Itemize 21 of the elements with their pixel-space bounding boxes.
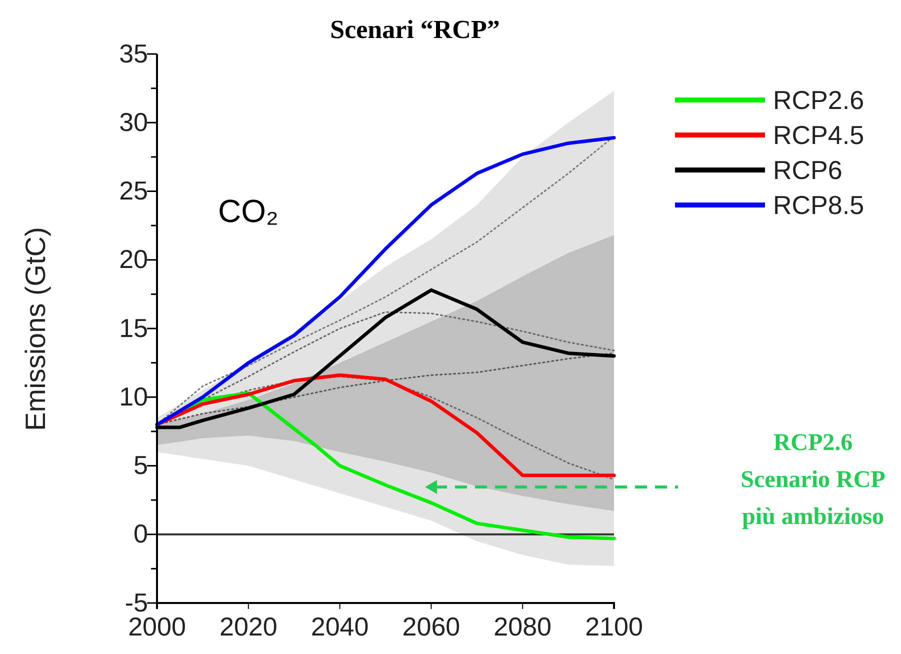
annotation: CO₂ [218, 193, 278, 229]
y-tick-label: 20 [119, 244, 148, 274]
legend-label: RCP2.6 [773, 85, 864, 115]
y-axis-title: Emissions (GtC) [20, 227, 51, 431]
y-tick-label: 30 [119, 106, 148, 137]
text: RCP2.6 Scenario RCP più ambizioso [740, 430, 886, 530]
y-tick-label: 25 [119, 176, 148, 206]
y-tick-label: 0 [134, 518, 148, 549]
legend-label: RCP8.5 [773, 190, 864, 220]
x-tick-label: 2060 [402, 611, 460, 642]
chart-title: Scenari “RCP” [330, 15, 500, 44]
y-tick-label: 10 [119, 381, 148, 412]
y-tick-label: 35 [119, 38, 148, 68]
y-tick-label: 15 [119, 312, 148, 343]
x-tick-label: 2080 [494, 611, 552, 642]
x-tick-label: 2100 [585, 611, 643, 642]
legend-label: RCP6 [773, 155, 842, 185]
legend-label: RCP4.5 [773, 120, 864, 150]
y-tick-label: 5 [134, 450, 148, 480]
x-tick-label: 2020 [219, 611, 278, 642]
x-tick-label: 2040 [310, 611, 369, 642]
